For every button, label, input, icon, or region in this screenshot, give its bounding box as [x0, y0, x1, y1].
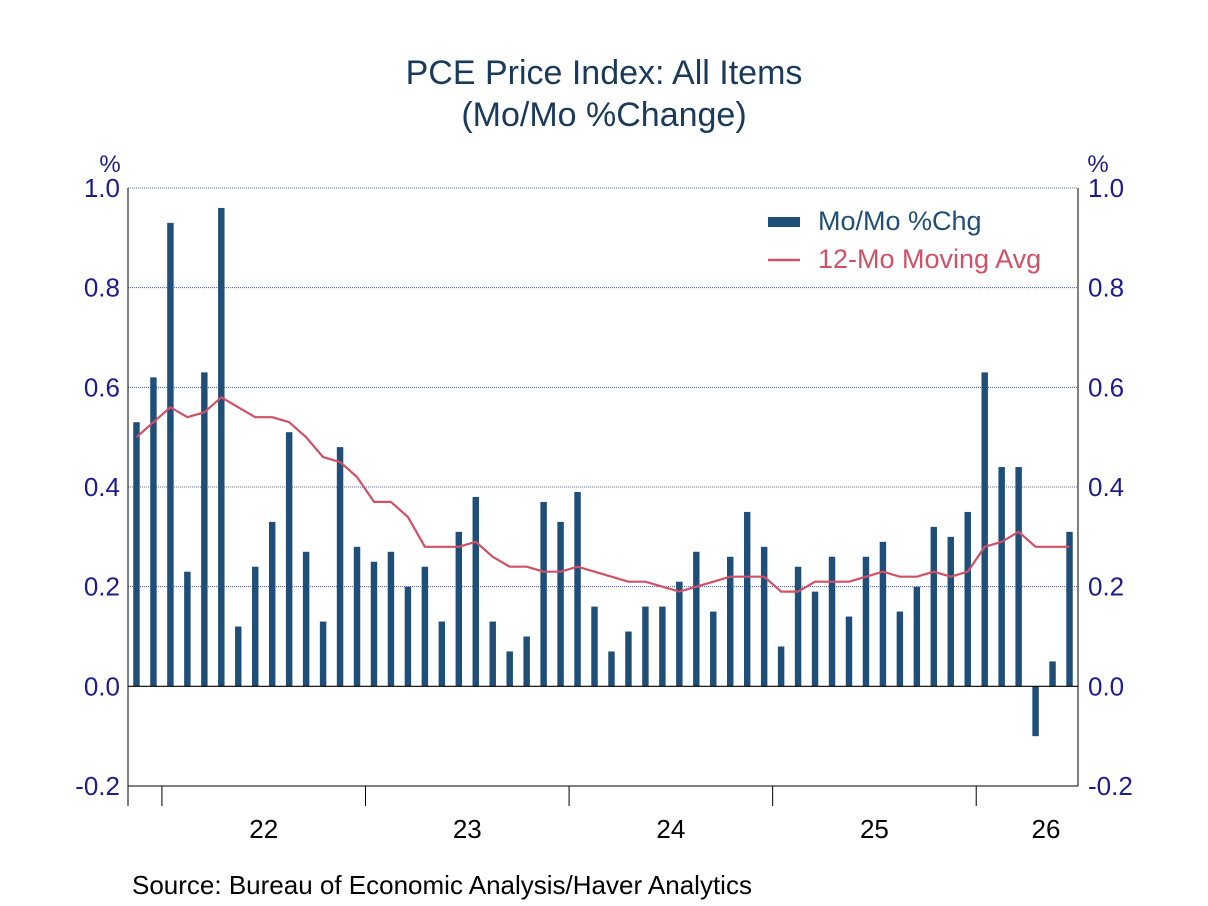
- bar: [370, 561, 378, 687]
- y-tick-label-right: 0.4: [1088, 472, 1124, 502]
- bar: [659, 606, 666, 687]
- bar: [591, 606, 598, 687]
- bar: [794, 566, 802, 687]
- bar: [625, 631, 632, 687]
- x-tick-label: 23: [453, 814, 482, 844]
- bar: [353, 546, 361, 687]
- bar: [540, 501, 547, 687]
- bar: [438, 621, 446, 687]
- y-unit-left: %: [99, 151, 120, 178]
- bar: [777, 646, 785, 687]
- y-tick-label-right: 0.8: [1088, 273, 1124, 303]
- bar: [862, 556, 870, 687]
- bar: [947, 536, 954, 687]
- y-tick-label-left: 0.8: [84, 273, 120, 303]
- bar: [387, 551, 395, 687]
- bar: [268, 521, 276, 687]
- bar: [998, 467, 1005, 687]
- bar: [201, 372, 208, 687]
- bar: [252, 566, 259, 687]
- y-tick-label-right: 0.0: [1088, 671, 1124, 701]
- bar: [608, 651, 615, 687]
- x-tick-label: 26: [1032, 814, 1061, 844]
- y-tick-label-right: 0.6: [1088, 372, 1124, 402]
- bar: [1049, 661, 1056, 687]
- bar: [336, 447, 344, 687]
- y-tick-label-right: 0.2: [1088, 572, 1124, 602]
- bar: [302, 551, 310, 687]
- legend-label-bar: Mo/Mo %Chg: [818, 206, 982, 236]
- bar: [811, 591, 819, 687]
- bar: [1015, 467, 1022, 687]
- x-tick-label: 22: [249, 814, 278, 844]
- bar: [489, 621, 496, 687]
- bar: [150, 377, 157, 687]
- bar: [981, 372, 988, 687]
- bar: [218, 207, 225, 687]
- bar: [235, 626, 242, 687]
- y-tick-label-right: 1.0: [1088, 173, 1124, 203]
- bar: [404, 586, 412, 687]
- line-series: [135, 396, 1070, 593]
- legend: Mo/Mo %Chg 12-Mo Moving Avg: [768, 206, 1041, 274]
- bar: [710, 611, 717, 687]
- bar: [930, 526, 938, 687]
- x-tick-label: 24: [656, 814, 685, 844]
- bar: [506, 651, 513, 687]
- chart-title-block: PCE Price Index: All Items (Mo/Mo %Chang…: [0, 52, 1208, 136]
- bar: [676, 581, 683, 687]
- bar: [642, 606, 649, 687]
- bar: [574, 491, 581, 687]
- bar: [1032, 686, 1039, 737]
- bar: [523, 636, 530, 687]
- y-tick-label-left: -0.2: [75, 771, 120, 801]
- y-tick-label-left: 0.4: [84, 472, 120, 502]
- axes: 1.0 1.0 0.8 0.8 0.6 0.6 0.4 0.4 0.2 0.2 0.0 0.0 -0.2…: [75, 151, 1133, 844]
- chart-title: PCE Price Index: All Items: [405, 54, 803, 92]
- bar: [455, 531, 463, 687]
- moving-average-line: [135, 396, 1070, 593]
- bar: [693, 551, 700, 687]
- y-tick-label-left: 0.6: [84, 372, 120, 402]
- bar: [133, 422, 140, 687]
- bar-series: [133, 207, 1073, 737]
- bar: [845, 616, 853, 687]
- bar: [472, 496, 479, 687]
- bar: [896, 611, 904, 687]
- bar: [557, 521, 564, 687]
- bar: [319, 621, 327, 687]
- bar: [184, 571, 191, 687]
- x-tick-label: 25: [860, 814, 889, 844]
- legend-swatch-bar: [768, 217, 800, 227]
- bar: [913, 586, 921, 687]
- bar: [760, 546, 768, 687]
- bar: [285, 432, 293, 687]
- grid-lines: [128, 187, 1078, 787]
- bar: [743, 511, 751, 687]
- bar: [167, 222, 174, 687]
- bar: [421, 566, 429, 687]
- chart-subtitle: (Mo/Mo %Change): [461, 96, 747, 134]
- bar: [879, 541, 887, 687]
- bar: [727, 556, 734, 687]
- y-tick-label-left: 0.2: [84, 572, 120, 602]
- bar: [964, 511, 971, 687]
- y-tick-label-left: 1.0: [84, 173, 120, 203]
- y-tick-label-right: -0.2: [1088, 771, 1133, 801]
- bar: [1066, 531, 1073, 687]
- y-unit-right: %: [1087, 151, 1108, 178]
- bar: [828, 556, 836, 687]
- legend-label-line: 12-Mo Moving Avg: [818, 244, 1041, 274]
- source-note: Source: Bureau of Economic Analysis/Have…: [132, 870, 752, 900]
- y-tick-label-left: 0.0: [84, 671, 120, 701]
